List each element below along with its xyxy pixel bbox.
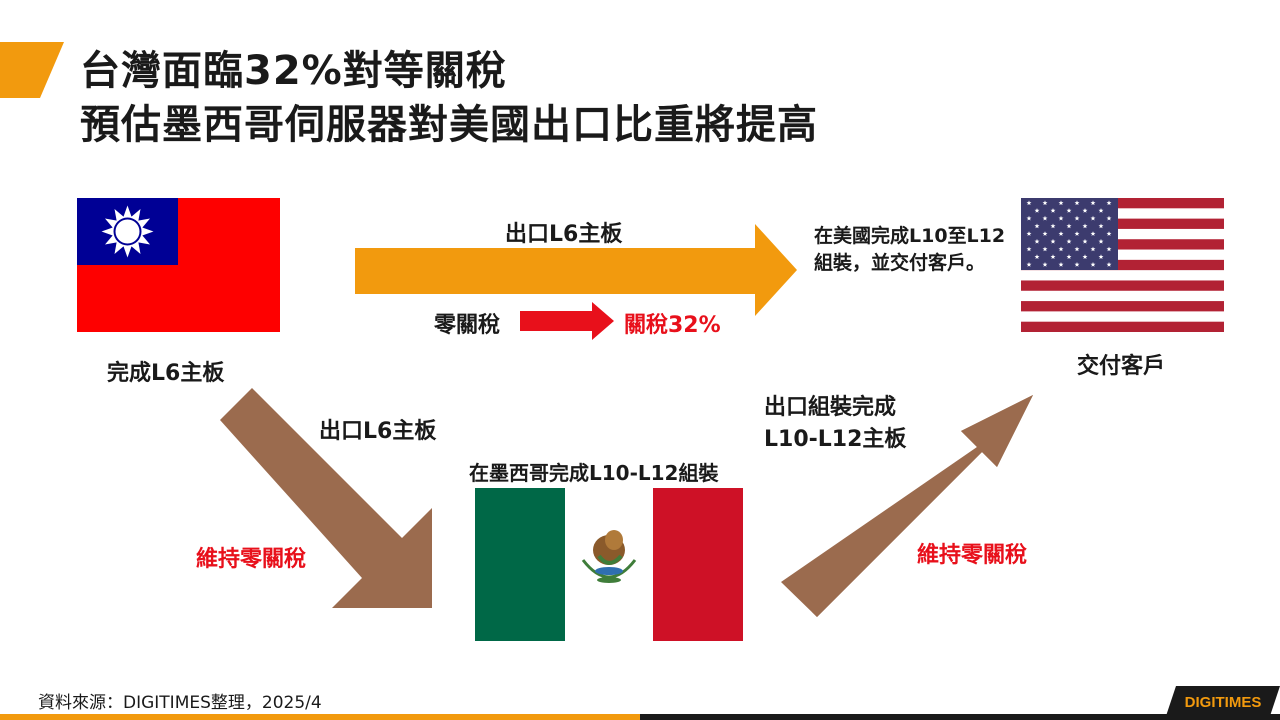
tariff-after-label: 關稅32% [624,313,721,338]
flag-star [1106,215,1112,221]
flag-star [1066,254,1072,259]
flag-star [1074,262,1080,267]
flag-star [1058,262,1064,267]
flag-star [1066,208,1072,213]
mexico-caption: 在墨西哥完成L10-L12組裝 [469,461,719,485]
flag-star [1034,238,1040,244]
usa-flag [1021,198,1224,332]
flag-star [1074,215,1080,221]
flag-star [1106,200,1112,206]
taiwan-to-mexico-arrow [220,388,432,608]
from-mexico-tariff-label: 維持零關稅 [917,543,1028,568]
flag-stripe [1021,239,1224,250]
flag-star [1082,223,1088,229]
flag-star [1074,200,1080,206]
title-line-2: 預估墨西哥伺服器對美國出口比重將提高 [80,102,818,148]
flag-star [1098,238,1104,244]
flag-star [1034,254,1040,259]
sun-ray [101,226,116,237]
flag-star [1050,223,1056,229]
flag-star [1042,246,1048,252]
taiwan-flag [77,198,280,332]
flag-stripe [1021,228,1224,240]
flag-star [1058,231,1064,236]
flag-star [1106,262,1112,267]
flag-star [1042,262,1048,267]
flag-stripe [1021,249,1224,261]
mexico-to-usa-arrow [780,395,1033,617]
flag-star [1090,200,1096,206]
flag-stripe [1021,198,1224,209]
svg-text:DIGITIMES: DIGITIMES [1185,694,1262,711]
flag-stripe [1021,290,1224,302]
title-accent-bar [0,42,64,98]
source-note: 資料來源：DIGITIMES整理，2025/4 [38,693,322,713]
flag-star [1026,246,1032,252]
flag-stripe [1021,280,1224,292]
flag-star [1074,231,1080,236]
flag-star [1090,215,1096,221]
usa-caption: 交付客戶 [1077,354,1166,379]
flag-stripe [1021,208,1224,219]
flag-star [1050,208,1056,213]
sun-ray [122,243,133,258]
flag-star [1058,246,1064,252]
flag-star [1034,208,1040,213]
flag-star [1042,200,1048,206]
flag-star [1026,231,1032,236]
direct-export-arrow [355,224,797,316]
flag-star [1050,238,1056,244]
flag-star [1066,238,1072,244]
tariff-change-arrow [520,302,614,340]
flag-star [1026,215,1032,221]
flag-star [1066,223,1072,229]
flag-star [1098,223,1104,229]
to-mexico-route-label: 出口L6主板 [319,419,437,444]
from-mexico-label-line-1: 出口組裝完成 [764,395,897,420]
digitimes-logo: DIGITIMES [1166,686,1280,716]
flag-star [1042,215,1048,221]
flag-star [1082,254,1088,259]
from-mexico-route-label: 出口組裝完成 L10-L12主板 [764,392,906,456]
title-line-1: 台灣面臨32%對等關稅 [80,48,507,94]
flag-star [1098,254,1104,259]
to-mexico-tariff-label: 維持零關稅 [196,547,307,572]
flag-star [1082,208,1088,213]
page-title: 台灣面臨32%對等關稅 預估墨西哥伺服器對美國出口比重將提高 [80,44,818,152]
flag-star [1082,238,1088,244]
flag-stripe [1021,301,1224,312]
sun-ray [139,226,154,237]
taiwan-caption: 完成L6主板 [107,361,225,386]
flag-star [1098,208,1104,213]
flag-stripe [1021,270,1224,281]
tariff-before-label: 零關稅 [434,313,501,338]
flag-stripe [1021,311,1224,322]
sun-ray [122,205,133,220]
flag-star [1058,200,1064,206]
flag-star [1042,231,1048,236]
direct-route-label: 出口L6主板 [505,222,623,247]
flag-star [1090,231,1096,236]
us-assembly-note: 在美國完成L10至L12組裝，並交付客戶。 [814,225,1006,274]
flag-stripe [1021,321,1224,332]
flag-star [1106,246,1112,252]
flag-stripe [1021,259,1224,271]
mexico-flag [475,488,743,641]
from-mexico-label-line-2: L10-L12主板 [764,427,907,452]
flag-star [1058,215,1064,221]
flag-star [1090,246,1096,252]
coat-of-arms-icon [581,530,637,583]
flag-star [1106,231,1112,236]
flag-star [1026,262,1032,267]
flag-star [1090,262,1096,267]
footer-divider [0,714,1280,720]
flag-star [1050,254,1056,259]
flag-star [1026,200,1032,206]
flag-star [1034,223,1040,229]
flag-stripe [1021,218,1224,230]
flag-star [1074,246,1080,252]
